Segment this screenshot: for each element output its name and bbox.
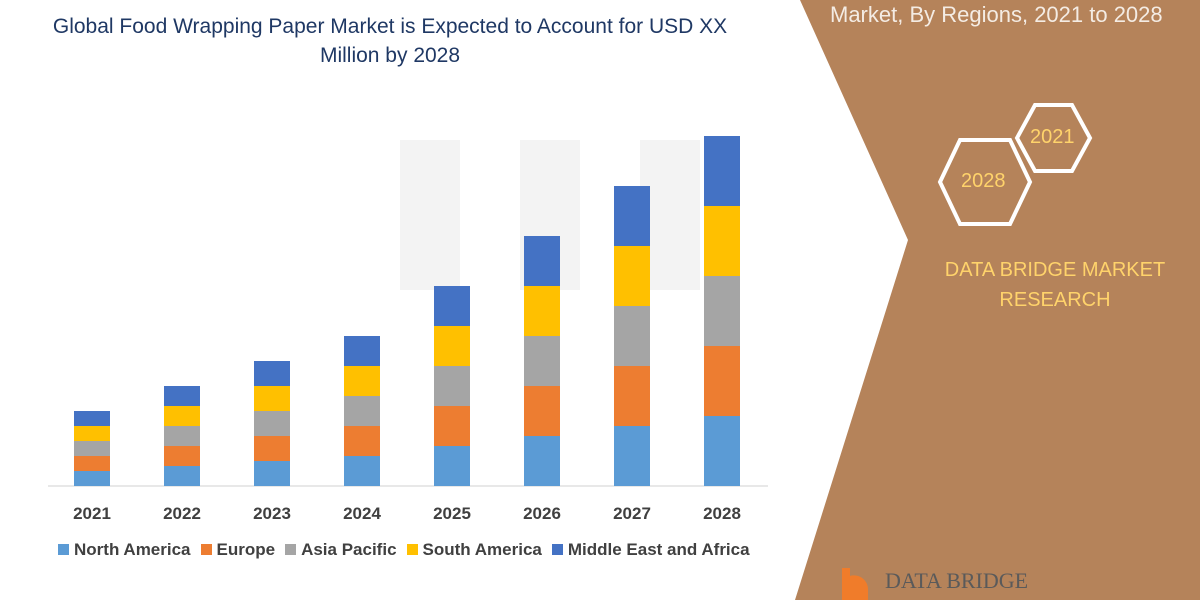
bar-middle-east-and-africa-2023 <box>254 361 290 386</box>
legend-swatch <box>58 544 69 555</box>
legend-label: Asia Pacific <box>301 540 397 559</box>
bar-north-america-2028 <box>704 416 740 486</box>
bar-south-america-2023 <box>254 386 290 411</box>
bar-europe-2026 <box>524 386 560 436</box>
legend-label: Europe <box>216 540 276 559</box>
hex-label: 2028 <box>961 170 1006 192</box>
side-title: Market, By Regions, 2021 to 2028 <box>830 2 1163 27</box>
bar-europe-2027 <box>614 366 650 426</box>
legend-item: Asia Pacific <box>285 540 397 560</box>
bar-asia-pacific-2028 <box>704 276 740 346</box>
bar-asia-pacific-2024 <box>344 396 380 426</box>
bar-north-america-2022 <box>164 466 200 486</box>
brand-text: DATA BRIDGE MARKET RESEARCH <box>944 259 1166 311</box>
bar-asia-pacific-2023 <box>254 411 290 436</box>
legend-swatch <box>200 544 212 555</box>
legend-label: South America <box>422 540 542 559</box>
bar-europe-2025 <box>434 406 470 446</box>
x-tick-label: 2026 <box>523 504 561 523</box>
bar-north-america-2025 <box>434 446 470 486</box>
legend-item: Middle East and Africa <box>551 540 750 560</box>
hex-label: 2021 <box>1030 126 1075 148</box>
bar-asia-pacific-2021 <box>74 441 110 456</box>
bar-middle-east-and-africa-2025 <box>434 286 470 326</box>
bar-south-america-2022 <box>164 406 200 426</box>
bar-middle-east-and-africa-2028 <box>704 136 740 206</box>
legend-item: North America <box>58 540 191 560</box>
legend-swatch <box>285 544 297 555</box>
x-tick-label: 2027 <box>613 504 651 523</box>
bar-south-america-2028 <box>704 206 740 276</box>
logo-text: DATA BRIDGE <box>885 568 1029 593</box>
hexagon-icon <box>1014 103 1093 173</box>
bar-north-america-2024 <box>344 456 380 486</box>
bar-europe-2021 <box>74 456 110 471</box>
bar-north-america-2026 <box>524 436 560 486</box>
bar-north-america-2021 <box>74 471 110 486</box>
legend-label: North America <box>74 540 191 559</box>
legend-item: Europe <box>200 540 276 560</box>
legend-label: Middle East and Africa <box>567 540 750 559</box>
legend-swatch <box>551 544 563 555</box>
bar-asia-pacific-2027 <box>614 306 650 366</box>
logo-icon <box>842 568 869 600</box>
watermark-graphic <box>400 140 700 290</box>
chart-title: Global Food Wrapping Paper Market is Exp… <box>52 15 728 67</box>
x-tick-label: 2021 <box>73 504 111 523</box>
x-tick-label: 2024 <box>343 504 381 523</box>
bar-asia-pacific-2025 <box>434 366 470 406</box>
bar-middle-east-and-africa-2027 <box>614 186 650 246</box>
x-tick-label: 2025 <box>433 504 471 523</box>
bar-europe-2024 <box>344 426 380 456</box>
bar-south-america-2027 <box>614 246 650 306</box>
bar-europe-2022 <box>164 446 200 466</box>
bar-europe-2023 <box>254 436 290 461</box>
x-tick-label: 2028 <box>703 504 741 523</box>
bar-middle-east-and-africa-2026 <box>524 236 560 286</box>
bar-south-america-2024 <box>344 366 380 396</box>
legend-swatch <box>406 544 418 555</box>
bar-europe-2028 <box>704 346 740 416</box>
bar-middle-east-and-africa-2021 <box>74 411 110 426</box>
bar-asia-pacific-2026 <box>524 336 560 386</box>
bar-north-america-2027 <box>614 426 650 486</box>
x-tick-label: 2023 <box>253 504 291 523</box>
bar-south-america-2021 <box>74 426 110 441</box>
bar-asia-pacific-2022 <box>164 426 200 446</box>
side-panel-shape <box>795 0 1200 600</box>
legend-item: South America <box>406 540 542 560</box>
chart: 2021 2022 2023 2024 2025 2026 2027 2028 <box>48 136 768 523</box>
bar-south-america-2025 <box>434 326 470 366</box>
bar-middle-east-and-africa-2024 <box>344 336 380 366</box>
hexagon-icon <box>937 138 1033 226</box>
bar-north-america-2023 <box>254 461 290 486</box>
x-tick-label: 2022 <box>163 504 201 523</box>
legend: North America Europe Asia Pacific South Ame… <box>58 540 750 560</box>
bar-middle-east-and-africa-2022 <box>164 386 200 406</box>
bar-south-america-2026 <box>524 286 560 336</box>
